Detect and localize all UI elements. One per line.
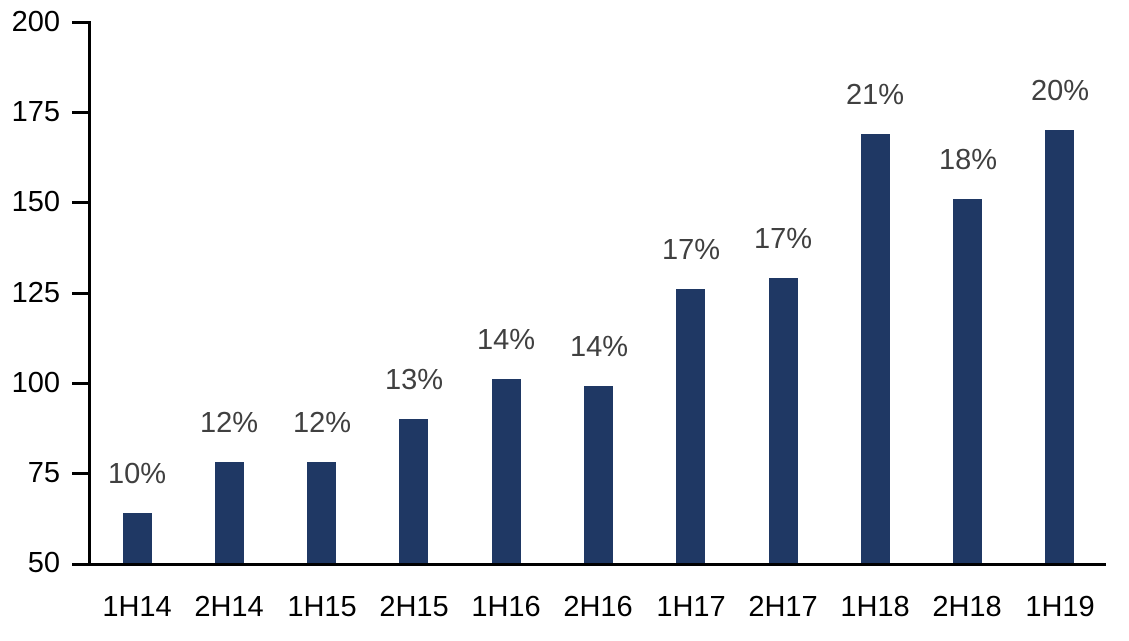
bar-value-label: 18% <box>938 144 998 176</box>
bar-1H18 <box>861 134 890 563</box>
y-axis-tick-label: 50 <box>27 547 60 579</box>
x-axis-category-label: 2H16 <box>563 591 633 623</box>
bar-value-label: 12% <box>199 407 259 439</box>
bar-value-label: 17% <box>753 223 813 255</box>
bar-value-label: 21% <box>845 79 905 111</box>
bar-1H16 <box>492 379 521 563</box>
x-axis-category-label: 1H17 <box>656 591 726 623</box>
y-tick-mark <box>72 292 91 295</box>
y-axis-tick-label: 125 <box>11 277 60 309</box>
y-tick-mark <box>72 111 91 114</box>
x-axis-category-label: 2H17 <box>748 591 818 623</box>
x-axis-category-label: 2H18 <box>932 591 1002 623</box>
y-axis-tick-label: 200 <box>11 6 60 38</box>
bar-value-label: 12% <box>292 407 352 439</box>
x-axis-category-label: 1H15 <box>287 591 357 623</box>
bar-1H15 <box>307 462 336 563</box>
y-axis-tick-label: 175 <box>11 96 60 128</box>
bar-2H17 <box>769 278 798 563</box>
bar-value-label: 13% <box>384 364 444 396</box>
y-tick-mark <box>72 472 91 475</box>
y-tick-mark <box>72 21 91 24</box>
bar-1H14 <box>123 513 152 563</box>
y-tick-mark <box>72 201 91 204</box>
x-axis-category-label: 1H14 <box>102 591 172 623</box>
bar-2H16 <box>584 386 613 563</box>
x-axis-category-label: 1H19 <box>1025 591 1095 623</box>
y-axis-tick-label: 100 <box>11 367 60 399</box>
y-axis-tick-label: 75 <box>27 457 60 489</box>
bar-2H18 <box>953 199 982 563</box>
bar-1H17 <box>676 289 705 563</box>
bar-1H19 <box>1045 130 1074 563</box>
x-axis-category-label: 1H16 <box>471 591 541 623</box>
y-tick-mark <box>72 382 91 385</box>
bar-value-label: 10% <box>107 458 167 490</box>
x-axis-category-label: 2H14 <box>194 591 264 623</box>
x-axis-line <box>72 563 1106 566</box>
bar-value-label: 20% <box>1030 75 1090 107</box>
y-axis-tick-label: 150 <box>11 186 60 218</box>
bar-2H15 <box>399 419 428 563</box>
x-axis-category-label: 2H15 <box>379 591 449 623</box>
bar-2H14 <box>215 462 244 563</box>
bar-value-label: 14% <box>569 331 629 363</box>
x-axis-category-label: 1H18 <box>840 591 910 623</box>
bar-value-label: 17% <box>661 234 721 266</box>
bar-value-label: 14% <box>476 324 536 356</box>
